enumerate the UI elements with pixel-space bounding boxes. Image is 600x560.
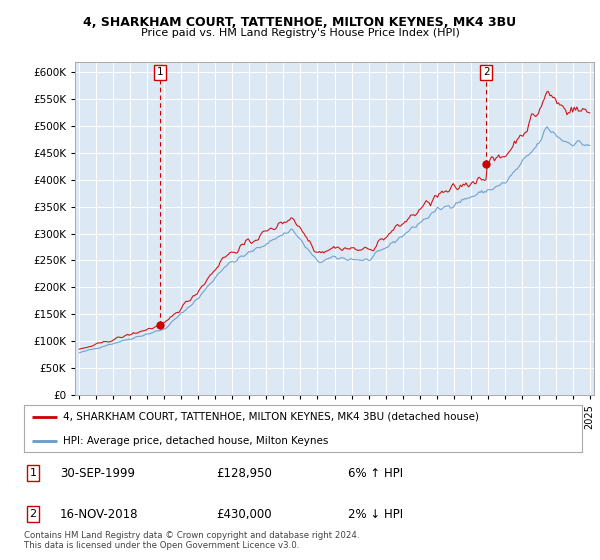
Text: 2: 2 (29, 509, 37, 519)
Text: 30-SEP-1999: 30-SEP-1999 (60, 466, 135, 480)
Text: 6% ↑ HPI: 6% ↑ HPI (348, 466, 403, 480)
Text: HPI: Average price, detached house, Milton Keynes: HPI: Average price, detached house, Milt… (63, 436, 328, 446)
Text: £128,950: £128,950 (216, 466, 272, 480)
Text: 4, SHARKHAM COURT, TATTENHOE, MILTON KEYNES, MK4 3BU: 4, SHARKHAM COURT, TATTENHOE, MILTON KEY… (83, 16, 517, 29)
Text: 4, SHARKHAM COURT, TATTENHOE, MILTON KEYNES, MK4 3BU (detached house): 4, SHARKHAM COURT, TATTENHOE, MILTON KEY… (63, 412, 479, 422)
Text: 1: 1 (29, 468, 37, 478)
Text: £430,000: £430,000 (216, 507, 272, 521)
Text: 2: 2 (483, 67, 490, 77)
Text: 16-NOV-2018: 16-NOV-2018 (60, 507, 139, 521)
Text: Contains HM Land Registry data © Crown copyright and database right 2024.
This d: Contains HM Land Registry data © Crown c… (24, 530, 359, 550)
Text: Price paid vs. HM Land Registry's House Price Index (HPI): Price paid vs. HM Land Registry's House … (140, 28, 460, 38)
Text: 2% ↓ HPI: 2% ↓ HPI (348, 507, 403, 521)
Text: 1: 1 (157, 67, 163, 77)
